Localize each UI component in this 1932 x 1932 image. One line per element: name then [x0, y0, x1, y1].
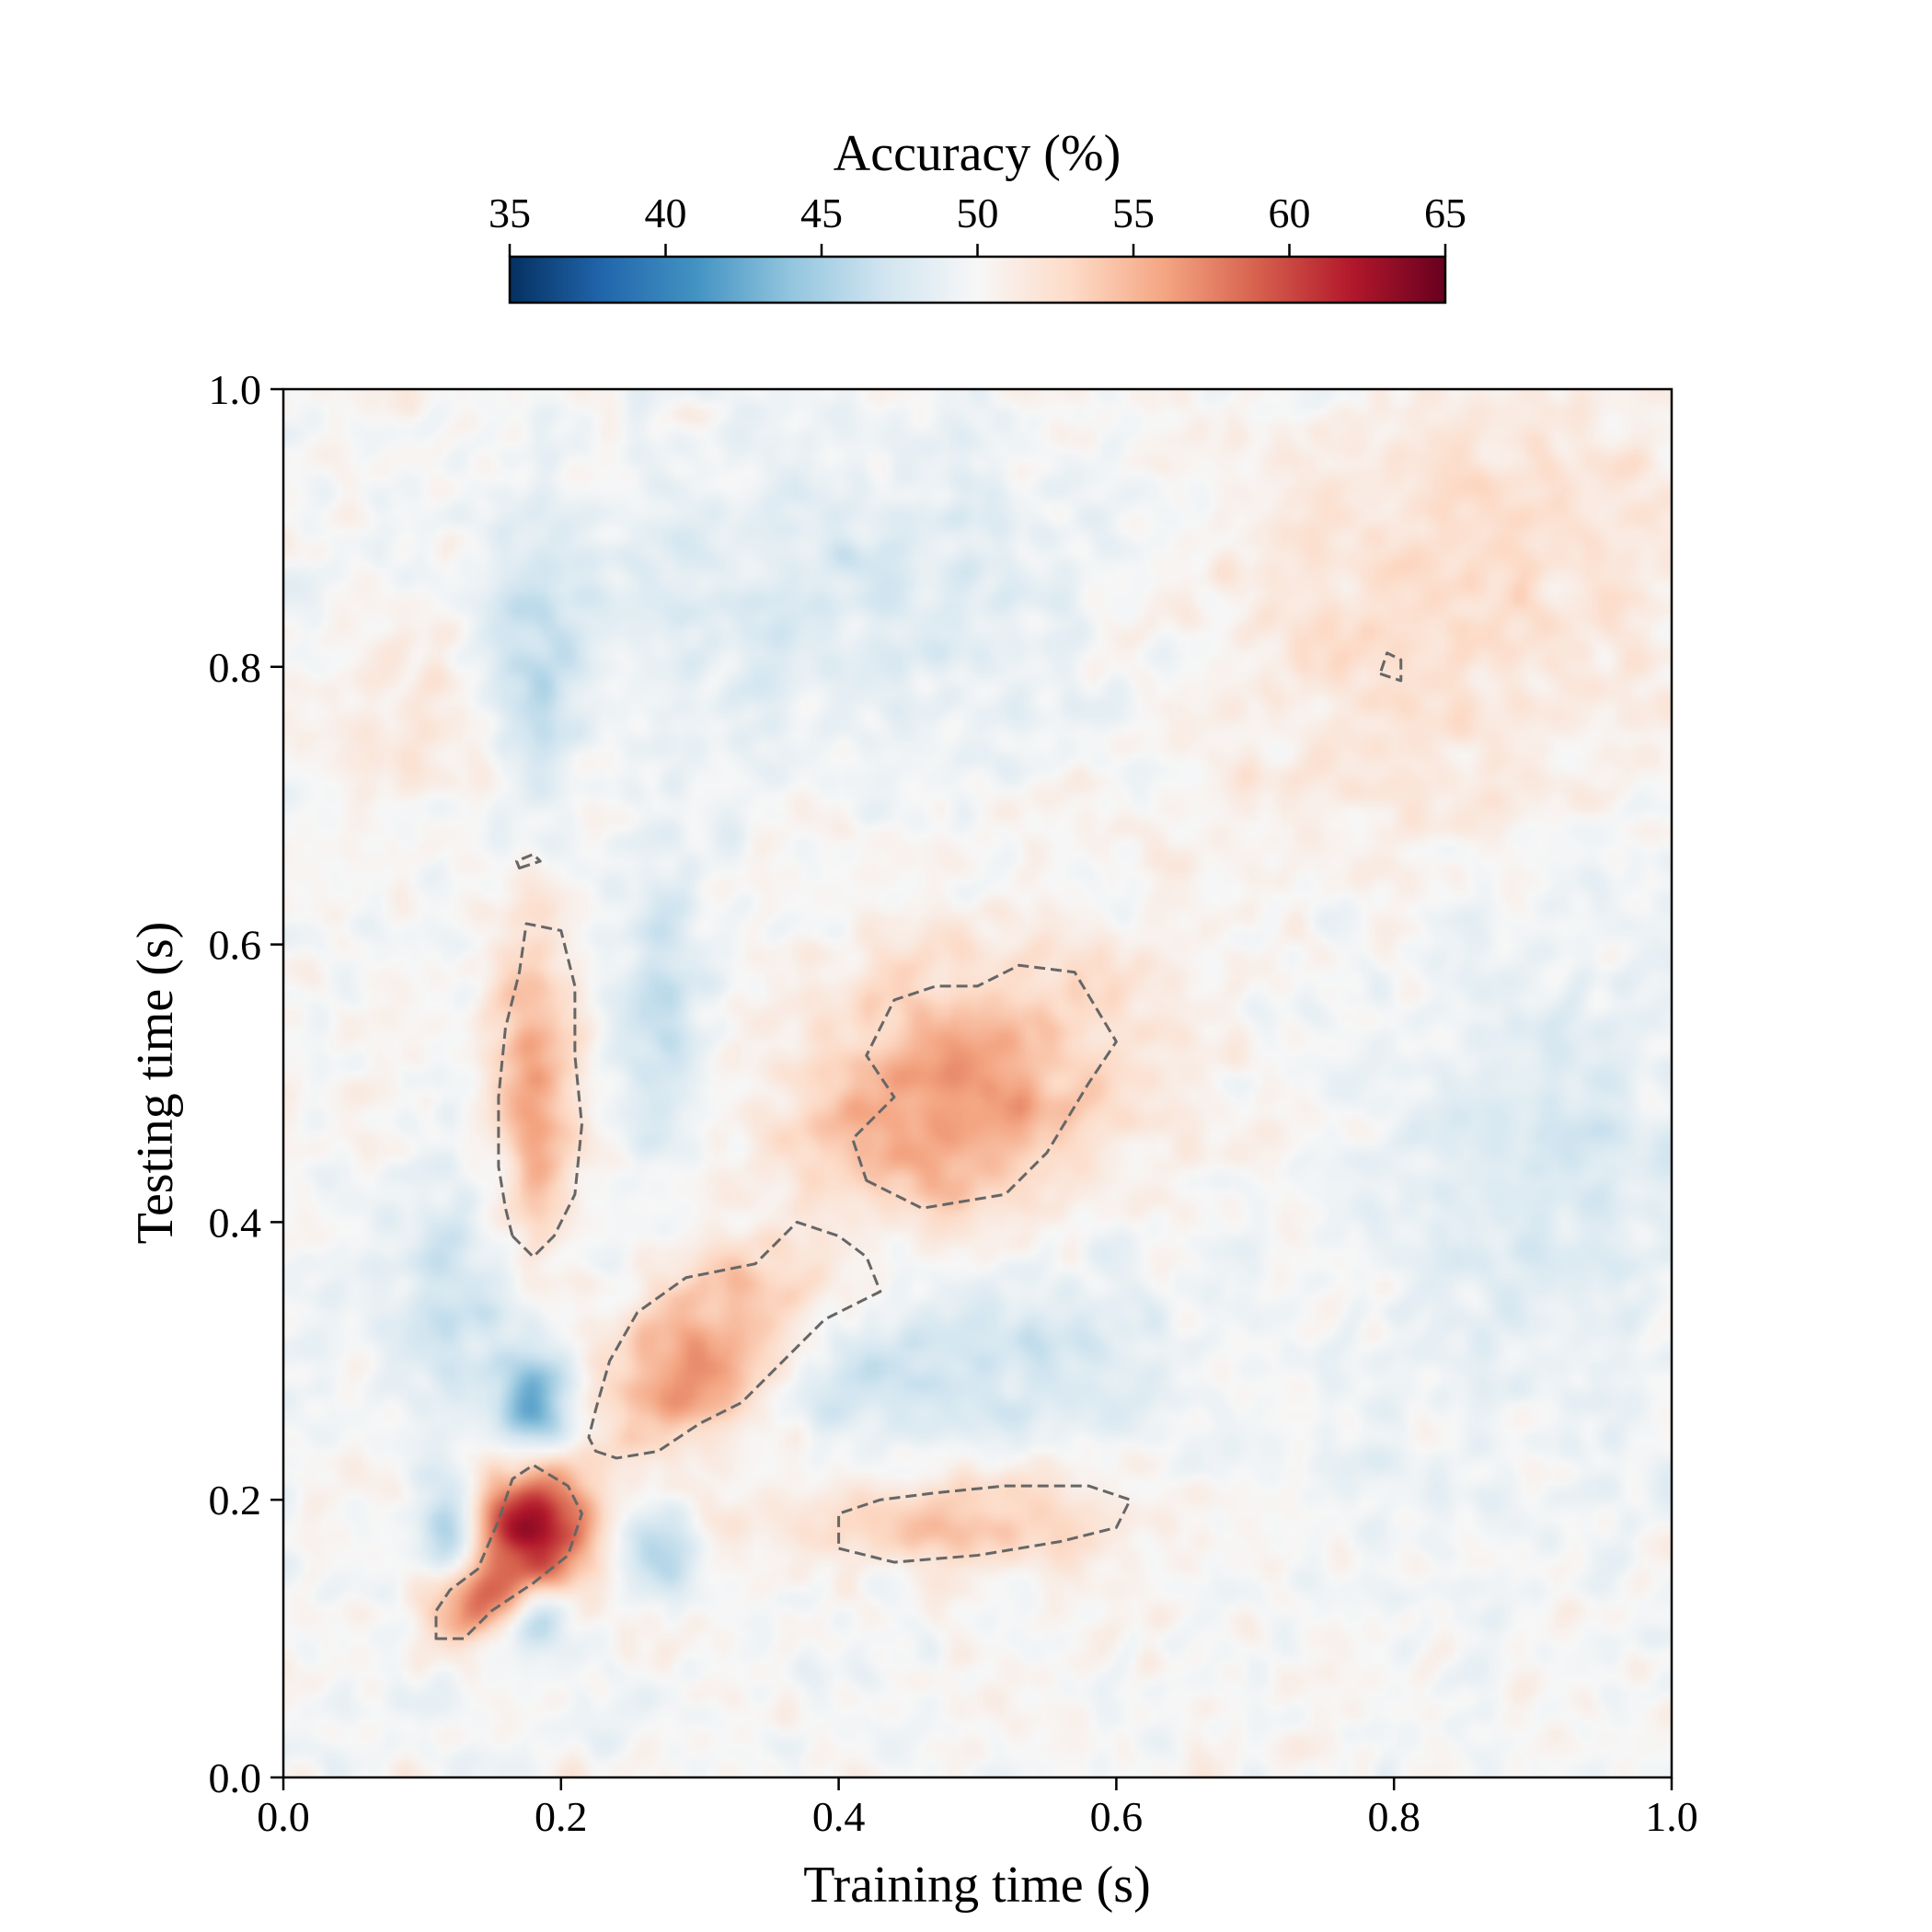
significance-contour [434, 1463, 583, 1640]
y-tick-label: 0.2 [209, 1477, 262, 1524]
significance-contour [587, 1220, 882, 1460]
colorbar-ticks: 35 40 45 50 55 60 65 [489, 190, 1466, 257]
colorbar-tick-label: 35 [489, 190, 531, 236]
y-axis-ticks: 0.0 0.2 0.4 0.6 0.8 1.0 [209, 366, 283, 1801]
x-tick-label: 0.0 [257, 1793, 310, 1840]
significance-contour [515, 853, 542, 870]
significance-contour [851, 963, 1118, 1210]
colorbar-tick-label: 50 [957, 190, 999, 236]
y-tick-label: 0.6 [209, 922, 262, 969]
x-axis-ticks: 0.0 0.2 0.4 0.6 0.8 1.0 [257, 1777, 1698, 1840]
colorbar: Accuracy (%) 35 40 45 50 55 60 65 [489, 125, 1466, 305]
significance-contours [434, 651, 1403, 1640]
significance-contour [837, 1484, 1132, 1564]
heatmap-image [283, 389, 1672, 1777]
colorbar-tick-label: 45 [800, 190, 843, 236]
x-tick-label: 0.4 [812, 1793, 866, 1840]
colorbar-tick-label: 40 [645, 190, 687, 236]
y-tick-label: 1.0 [209, 366, 262, 413]
colorbar-tick-label: 55 [1112, 190, 1155, 236]
colorbar-tick-label: 65 [1424, 190, 1466, 236]
plot-frame [282, 387, 1673, 1779]
significance-contour [497, 922, 583, 1259]
y-tick-label: 0.0 [209, 1754, 262, 1801]
significance-contour [1378, 651, 1403, 683]
x-tick-label: 0.8 [1367, 1793, 1420, 1840]
heatmap-image-container [283, 389, 1672, 1777]
y-tick-label: 0.8 [209, 644, 262, 691]
x-tick-label: 1.0 [1645, 1793, 1698, 1840]
x-tick-label: 0.6 [1090, 1793, 1144, 1840]
colorbar-tick-label: 60 [1269, 190, 1311, 236]
y-tick-label: 0.4 [209, 1199, 262, 1246]
x-tick-label: 0.2 [535, 1793, 588, 1840]
y-axis-label: Testing time (s) [127, 922, 184, 1245]
colorbar-title: Accuracy (%) [834, 125, 1121, 182]
colorbar-gradient [508, 255, 1447, 305]
x-axis-label: Training time (s) [803, 1857, 1150, 1914]
